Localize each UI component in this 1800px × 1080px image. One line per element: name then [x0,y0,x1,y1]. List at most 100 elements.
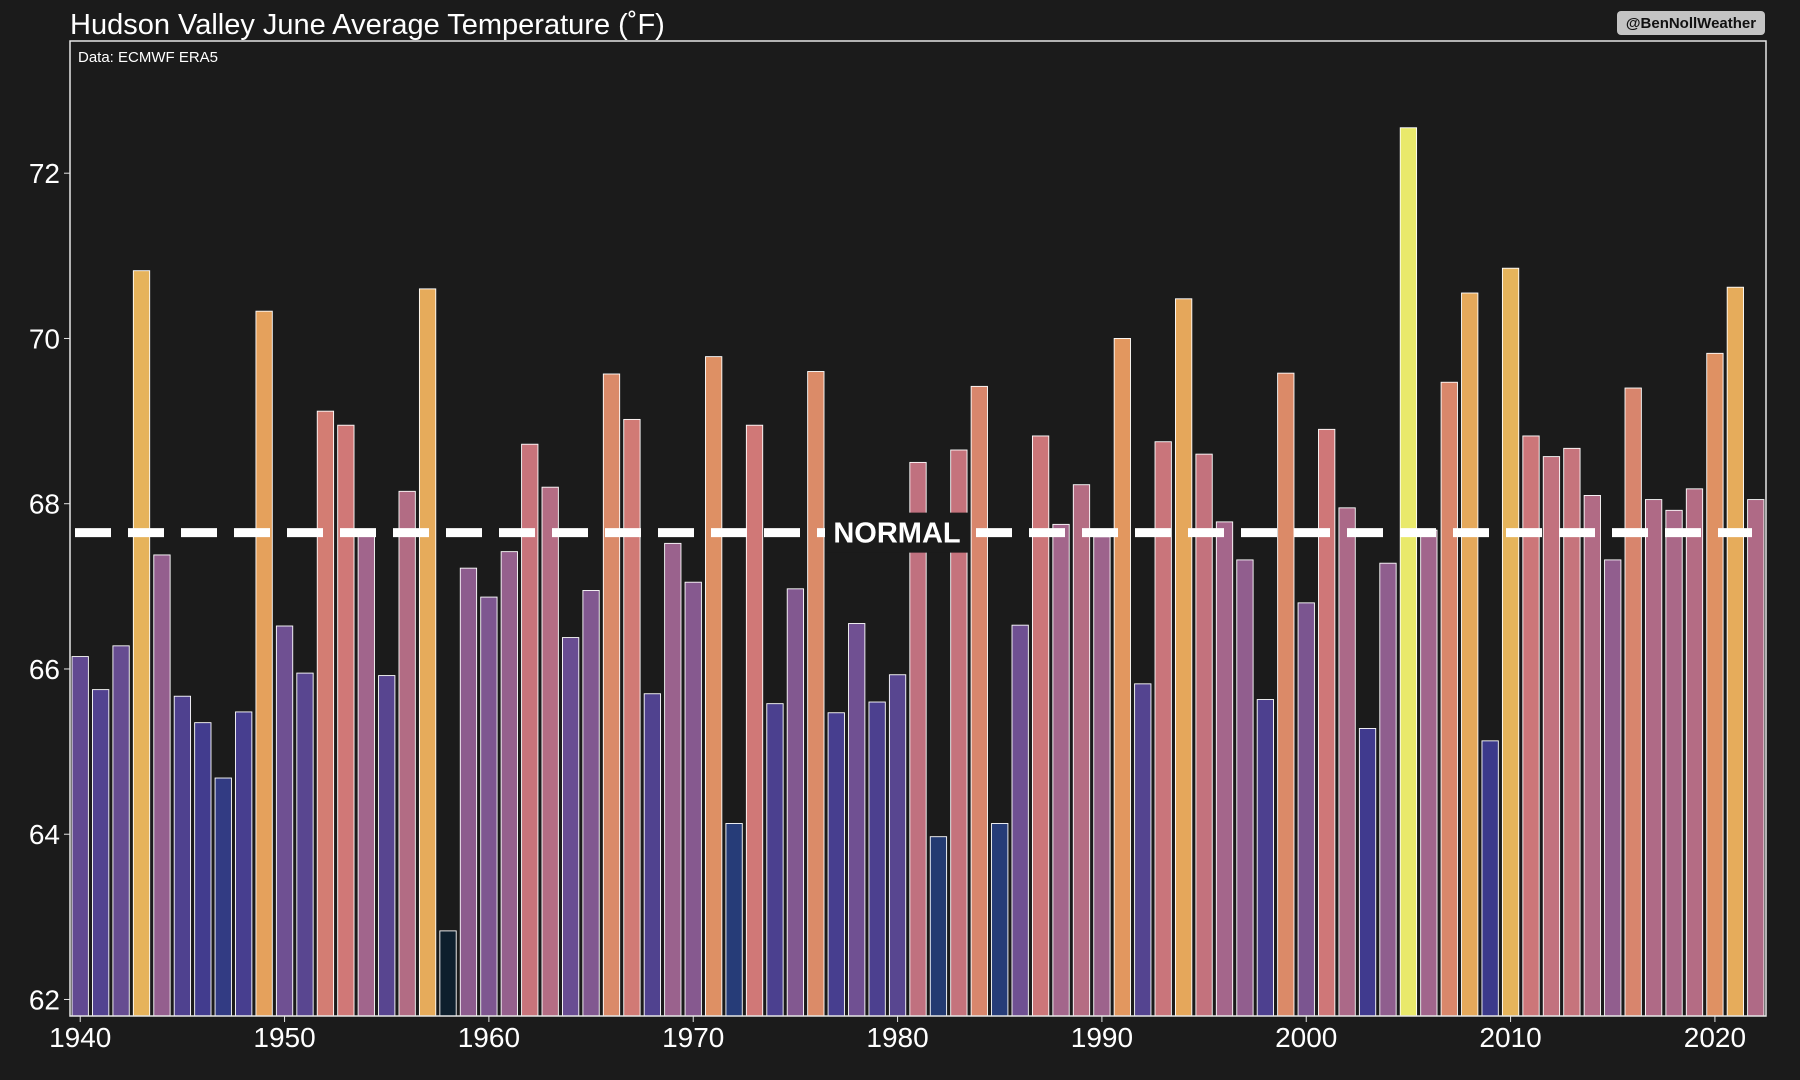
bar-1952 [316,410,335,1017]
bar-2003 [1358,728,1377,1017]
bar-1989 [1072,484,1091,1017]
bar-1978 [848,623,866,1017]
bar-1966 [602,373,621,1017]
y-tick-label-64: 64 [29,819,60,850]
x-tick-label-1990: 1990 [1071,1022,1133,1053]
bar-2008 [1461,292,1479,1017]
bar-1963 [541,486,559,1017]
bar-1940 [71,656,89,1017]
credit-label: @BenNollWeather [1626,15,1756,32]
normal-label-background [825,512,969,553]
bar-1950 [275,625,294,1017]
x-tick-label-1980: 1980 [866,1022,928,1053]
bar-1953 [337,424,355,1017]
bar-1945 [173,695,192,1017]
bar-2005 [1399,127,1418,1017]
bar-1985 [991,823,1009,1017]
x-tick-label-1960: 1960 [458,1022,520,1053]
bar-2004 [1379,562,1397,1017]
plot-frame [69,40,1767,1017]
bar-1973 [745,424,764,1017]
x-tick-label-1970: 1970 [662,1022,724,1053]
bar-1964 [562,637,580,1017]
bar-1993 [1154,441,1172,1017]
bar-1971 [705,356,723,1017]
bar-2015 [1604,559,1622,1017]
bar-1986 [1011,624,1029,1017]
x-tick-label-1950: 1950 [253,1022,315,1053]
bar-2012 [1542,456,1561,1017]
y-tick-label-70: 70 [29,323,60,354]
bar-2022 [1747,499,1765,1017]
bar-1967 [623,418,641,1017]
bar-1957 [418,288,437,1017]
credit-badge: @BenNollWeather [1617,11,1765,35]
bar-1951 [296,672,314,1017]
bar-1999 [1277,372,1295,1017]
y-tick-label-66: 66 [29,654,60,685]
bar-1956 [398,490,416,1017]
x-tick-label-2010: 2010 [1479,1022,1541,1053]
bar-2006 [1420,529,1438,1017]
bar-1943 [132,270,151,1017]
bar-2009 [1481,740,1499,1017]
bar-2020 [1706,352,1724,1017]
bar-1974 [766,703,784,1017]
bar-2010 [1501,267,1520,1017]
bar-1944 [153,554,171,1017]
bar-1997 [1236,559,1254,1017]
credit-badge-background [1617,11,1765,35]
bar-2019 [1685,488,1704,1017]
bar-1954 [357,529,375,1017]
bar-1979 [868,701,886,1017]
y-tick-label-62: 62 [29,984,60,1015]
bar-1942 [112,645,130,1017]
bar-1976 [807,371,825,1017]
bar-1960 [480,596,498,1017]
bar-2002 [1338,507,1356,1017]
y-axis-ticks: 62 64 66 68 70 72 [29,158,70,1015]
bar-1949 [255,310,273,1017]
bar-1947 [214,777,232,1017]
bar-1970 [684,581,702,1017]
bar-1941 [92,689,110,1017]
y-tick-label-68: 68 [29,489,60,520]
normal-line-group: NORMAL [75,512,1752,553]
data-source-note: Data: ECMWF ERA5 [78,49,218,66]
bar-1987 [1031,435,1050,1017]
bar-1990 [1093,536,1111,1017]
bar-1995 [1195,453,1213,1017]
bar-1994 [1175,298,1193,1017]
bar-2021 [1726,286,1744,1017]
bar-1975 [786,588,805,1017]
bar-1991 [1113,338,1131,1017]
bar-1961 [500,551,518,1017]
bar-1968 [643,693,661,1017]
bar-1996 [1215,521,1234,1017]
bars-group [71,127,1765,1017]
bar-2016 [1624,387,1642,1017]
x-axis-ticks: 1940 1950 1960 1970 1980 1990 2000 2010 2020 [49,1016,1746,1053]
bar-1958 [439,930,457,1017]
x-tick-label-2020: 2020 [1684,1022,1746,1053]
bar-2014 [1583,495,1601,1017]
normal-label: NORMAL [833,518,960,550]
x-tick-label-1940: 1940 [49,1022,111,1053]
bar-2000 [1297,602,1315,1017]
bar-1992 [1134,683,1152,1017]
y-tick-label-72: 72 [29,158,60,189]
bar-2001 [1318,428,1336,1017]
x-tick-label-2000: 2000 [1275,1022,1337,1053]
bar-1969 [664,542,682,1017]
bar-2018 [1665,509,1683,1017]
bar-1998 [1256,699,1274,1017]
bar-1965 [582,590,600,1017]
bar-1977 [827,712,845,1017]
bar-1959 [459,567,478,1017]
bar-1948 [235,711,253,1017]
chart-title: Hudson Valley June Average Temperature (… [70,9,665,41]
bar-1955 [378,675,396,1017]
bar-1972 [725,823,743,1017]
